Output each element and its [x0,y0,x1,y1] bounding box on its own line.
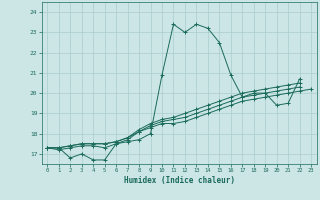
X-axis label: Humidex (Indice chaleur): Humidex (Indice chaleur) [124,176,235,185]
